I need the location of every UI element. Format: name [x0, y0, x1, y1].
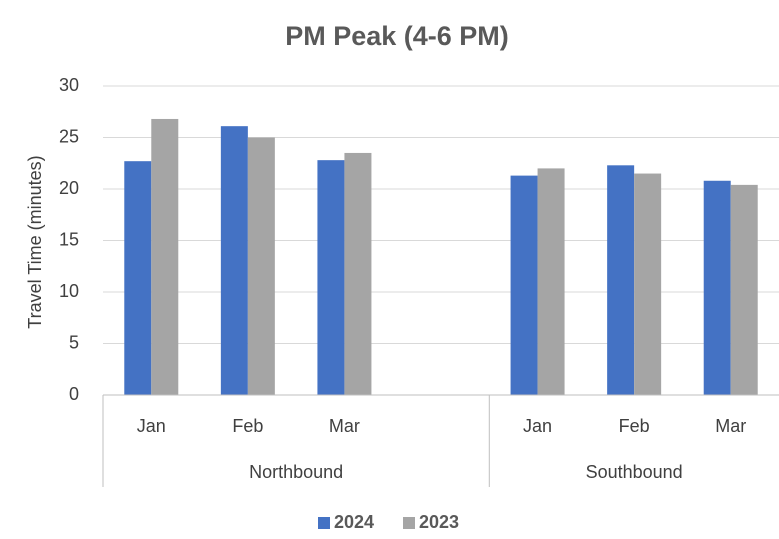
bar: [220, 126, 248, 396]
y-axis-label: Travel Time (minutes): [25, 155, 45, 328]
bar: [510, 175, 538, 395]
y-tick-label: 20: [59, 178, 79, 198]
y-tick-label: 30: [59, 75, 79, 95]
x-tick-label: Feb: [232, 416, 263, 436]
bar: [344, 152, 372, 395]
bar: [634, 173, 662, 395]
y-tick-label: 0: [69, 384, 79, 404]
chart-title: PM Peak (4-6 PM): [285, 21, 509, 51]
x-tick-label: Feb: [619, 416, 650, 436]
bar: [537, 168, 565, 395]
legend-label: 2024: [334, 512, 374, 532]
legend-label: 2023: [419, 512, 459, 532]
bar: [703, 180, 731, 395]
bar: [124, 161, 152, 395]
y-tick-label: 25: [59, 126, 79, 146]
bar: [607, 165, 635, 395]
y-tick-label: 10: [59, 281, 79, 301]
group-label: Northbound: [249, 462, 343, 482]
x-tick-label: Mar: [715, 416, 746, 436]
bar: [317, 160, 345, 395]
bar: [247, 137, 275, 395]
group-label: Southbound: [586, 462, 683, 482]
x-tick-label: Jan: [137, 416, 166, 436]
y-tick-label: 5: [69, 332, 79, 352]
x-tick-label: Jan: [523, 416, 552, 436]
legend-swatch: [318, 517, 330, 529]
bar: [151, 118, 179, 396]
x-tick-label: Mar: [329, 416, 360, 436]
bar: [730, 184, 758, 395]
legend-swatch: [403, 517, 415, 529]
y-tick-label: 15: [59, 229, 79, 249]
